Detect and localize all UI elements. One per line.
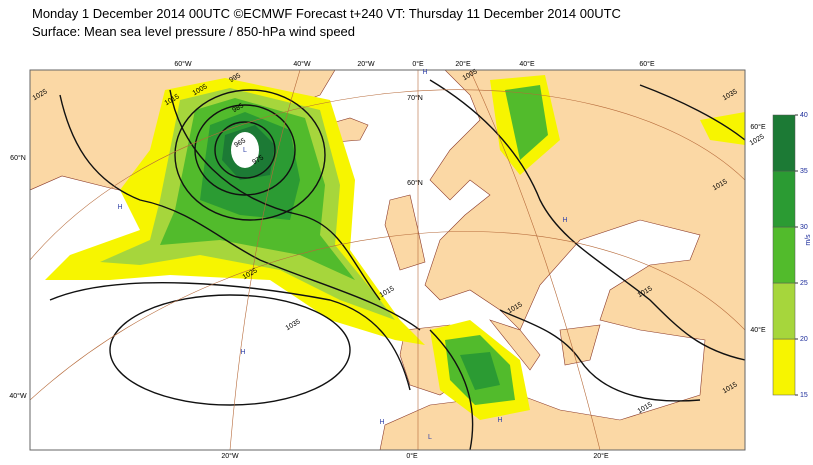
isobars: [49, 79, 745, 450]
graticule-label: 60°N: [407, 179, 423, 187]
graticule-label: 0°E: [406, 452, 418, 460]
graticule-label: 60°W: [174, 60, 192, 68]
isobar-label: 1025: [749, 133, 766, 147]
pressure-center: H: [240, 349, 245, 356]
colorbar-label: 40: [800, 112, 808, 119]
graticule-label: 40°W: [9, 392, 27, 400]
graticule-label: 20°W: [357, 60, 375, 68]
pressure-center: H: [379, 419, 384, 426]
graticule-label: 20°E: [593, 452, 609, 460]
colorbar: 15 20 25 30 35 40 m/s: [772, 112, 812, 399]
subtitle: Surface: Mean sea level pressure / 850-h…: [32, 24, 356, 39]
graticule-label: 60°E: [639, 60, 655, 68]
graticule-label: 20°E: [455, 60, 471, 68]
colorbar-band: [772, 114, 796, 172]
pressure-center: L: [243, 147, 247, 154]
colorbar-label: 30: [800, 224, 808, 231]
colorbar-band: [772, 338, 796, 396]
colorbar-label: 25: [800, 280, 808, 287]
wind-shading: [45, 75, 745, 420]
graticule-label: 40°W: [293, 60, 311, 68]
colorbar-label: 35: [800, 168, 808, 175]
pressure-center: H: [117, 204, 122, 211]
graticule-label: 70°N: [407, 94, 423, 102]
pressure-center: H: [497, 417, 502, 424]
pressure-center: L: [428, 434, 432, 441]
colorbar-band: [772, 282, 796, 340]
graticule-label: 20°W: [221, 452, 239, 460]
colorbar-band: [772, 170, 796, 228]
graticule-label: 60°N: [10, 154, 26, 162]
title: Monday 1 December 2014 00UTC ©ECMWF Fore…: [32, 6, 621, 21]
pressure-center: H: [562, 217, 567, 224]
graticule-label: 60°E: [750, 123, 766, 131]
map-body: [30, 70, 745, 450]
graticule-label: 0°E: [412, 60, 424, 68]
isobar-label: 995: [228, 72, 242, 84]
isobar-label: 965: [233, 137, 247, 149]
colorbar-label: 15: [800, 392, 808, 399]
pressure-center: H: [422, 69, 427, 76]
isobar-label: 985: [231, 102, 245, 114]
colorbar-unit: m/s: [805, 234, 812, 246]
map-frame: [29, 69, 746, 451]
graticule-label: 40°E: [750, 326, 766, 334]
isobar-label: 975: [251, 154, 265, 166]
graticule-label: 40°E: [519, 60, 535, 68]
colorbar-label: 20: [800, 336, 808, 343]
colorbar-band: [772, 226, 796, 284]
